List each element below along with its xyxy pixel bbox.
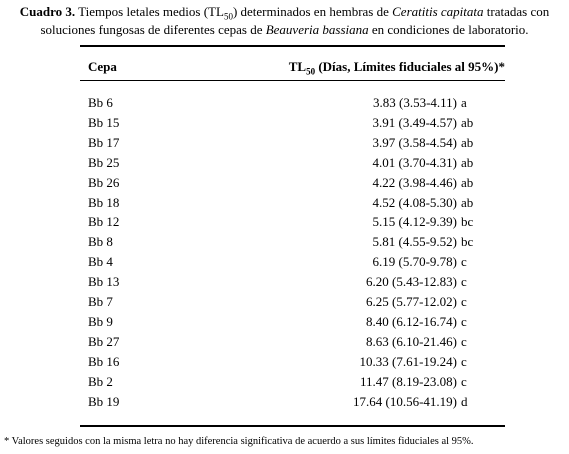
caption-text: Tiempos letales medios (TL — [75, 4, 224, 19]
caption-line: Cuadro 3. Tiempos letales medios (TL50) … — [0, 4, 569, 22]
footnote: * Valores seguidos con la misma letra no… — [4, 436, 474, 447]
strain: Bb 8 — [88, 234, 113, 250]
tl50-value: 5.81 (4.55-9.52) — [372, 234, 458, 250]
strain: Bb 17 — [88, 134, 120, 150]
strain: Bb 4 — [88, 254, 113, 270]
tl50-value: 4.22 (3.98-4.46) — [372, 174, 458, 190]
group-letter: d — [461, 393, 468, 409]
tl50-value: 11.47 (8.19-23.08) — [359, 373, 457, 389]
tl50-value: 4.52 (4.08-5.30) — [372, 194, 458, 210]
group-letter: c — [461, 333, 467, 349]
group-letter: bc — [461, 234, 474, 250]
group-letter: c — [461, 313, 467, 329]
strain: Bb 6 — [88, 95, 113, 110]
group-letter: c — [461, 274, 467, 290]
group-letter: a — [461, 95, 467, 110]
strain: Bb 18 — [88, 194, 120, 210]
strain: Bb 25 — [88, 154, 120, 170]
strain: Bb 7 — [88, 294, 113, 309]
caption-line: soluciones fungosas de diferentes cepas … — [0, 22, 569, 38]
strain: Bb 27 — [88, 333, 120, 349]
group-letter: c — [461, 353, 467, 369]
strain: Bb 15 — [88, 114, 120, 130]
caption-text: tratadas con — [483, 4, 550, 19]
group-letter: c — [461, 373, 467, 389]
header-text: (Días, Límites fiduciales al 95%)* — [315, 59, 505, 74]
tl50-value: 8.63 (6.10-21.46) — [366, 333, 457, 349]
tl50-value: 4.01 (3.70-4.31) — [372, 154, 458, 170]
group-letter: ab — [461, 194, 474, 210]
tl50-value: 10.33 (7.61-19.24) — [359, 353, 458, 369]
group-letter: c — [461, 294, 467, 309]
header-sub: 50 — [306, 66, 316, 77]
caption-sub: 50 — [223, 11, 233, 22]
strain: Bb 9 — [88, 313, 113, 329]
group-letter: ab — [461, 114, 474, 130]
strain: Bb 12 — [88, 214, 120, 230]
strain: Bb 26 — [88, 174, 120, 190]
group-letter: ab — [461, 134, 474, 150]
tl50-value: 5.15 (4.12-9.39) — [372, 214, 458, 230]
tl50-value: 6.19 (5.70-9.78) — [372, 254, 458, 270]
header-cell: Cepa — [88, 59, 117, 74]
tl50-value: 6.25 (5.77-12.02) — [366, 294, 457, 309]
group-letter: bc — [461, 214, 474, 230]
header-text: TL — [288, 59, 307, 74]
group-letter: c — [461, 254, 467, 270]
strain: Bb 2 — [88, 373, 113, 389]
caption-label: Cuadro 3. — [19, 4, 76, 19]
species: Ceratitis capitata — [392, 4, 484, 19]
top-rule — [80, 45, 505, 47]
strain: Bb 16 — [88, 353, 120, 369]
caption-text: soluciones fungosas de diferentes cepas … — [40, 22, 266, 37]
tl50-value: 3.91 (3.49-4.57) — [372, 114, 458, 130]
header-rule — [80, 80, 505, 81]
tl50-value: 3.97 (3.58-4.54) — [372, 134, 458, 150]
header-cell: TL50 (Días, Límites fiduciales al 95%)* — [289, 59, 505, 80]
tl50-value: 8.40 (6.12-16.74) — [366, 313, 457, 329]
tl50-value: 17.64 (10.56-41.19) — [353, 393, 457, 409]
bottom-rule — [80, 425, 505, 427]
group-letter: ab — [461, 174, 474, 190]
species: Beauveria bassiana — [265, 22, 369, 37]
caption-text: ) determinados en hembras de — [232, 4, 393, 19]
tl50-value: 6.20 (5.43-12.83) — [366, 274, 457, 290]
caption-text: en condiciones de laboratorio. — [368, 22, 529, 37]
group-letter: ab — [461, 154, 474, 170]
strain: Bb 13 — [88, 274, 120, 290]
strain: Bb 19 — [88, 393, 120, 409]
tl50-value: 3.83 (3.53-4.11) — [372, 95, 457, 110]
